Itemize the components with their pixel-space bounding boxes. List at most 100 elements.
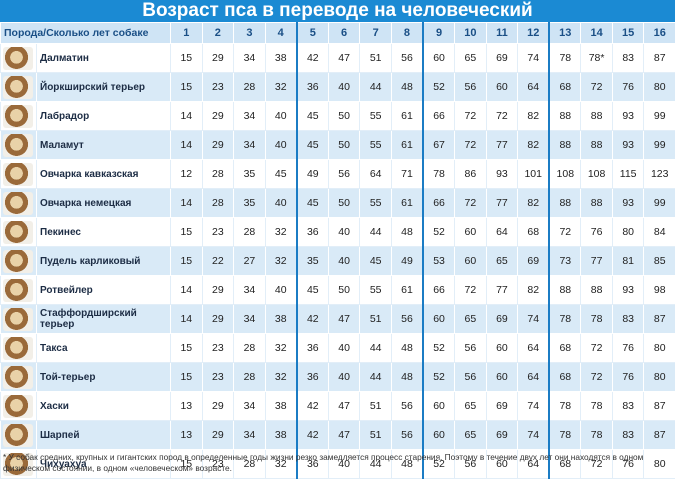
photo-cell — [0, 188, 37, 218]
photo-cell — [0, 101, 37, 131]
age-cell: 40 — [264, 188, 298, 218]
age-cell: 69 — [485, 420, 519, 450]
age-cell: 15 — [170, 43, 203, 73]
age-cell: 36 — [295, 362, 329, 392]
age-cell: 55 — [359, 101, 392, 131]
age-cell: 23 — [201, 217, 235, 247]
age-cell: 50 — [327, 101, 361, 131]
age-cell: 80 — [643, 362, 675, 392]
age-cell: 12 — [170, 159, 203, 189]
age-cell: 15 — [170, 333, 203, 363]
age-cell: 68 — [548, 362, 582, 392]
header-cell: 9 — [422, 22, 456, 44]
age-cell: 36 — [295, 72, 329, 102]
age-cell: 76 — [611, 362, 645, 392]
age-cell: 72 — [580, 333, 613, 363]
age-cell: 56 — [390, 420, 424, 450]
age-cell: 15 — [170, 449, 203, 479]
age-cell: 83 — [611, 391, 645, 421]
breed-name: Овчарка кавказская — [36, 159, 171, 189]
age-cell: 93 — [611, 188, 645, 218]
age-cell: 34 — [233, 304, 266, 334]
age-cell: 40 — [327, 333, 361, 363]
age-cell: 78 — [548, 420, 582, 450]
age-cell: 38 — [264, 43, 298, 73]
age-cell: 35 — [233, 188, 266, 218]
age-cell: 40 — [327, 246, 361, 276]
age-cell: 64 — [517, 362, 550, 392]
age-cell: 69 — [485, 304, 519, 334]
age-cell: 99 — [643, 101, 675, 131]
header-cell: Порода/Сколько лет собаке — [0, 22, 171, 44]
age-cell: 72 — [580, 362, 613, 392]
age-cell: 47 — [327, 391, 361, 421]
age-cell: 38 — [264, 391, 298, 421]
age-cell: 28 — [233, 72, 266, 102]
age-cell: 88 — [548, 275, 582, 305]
age-cell: 42 — [295, 391, 329, 421]
age-cell: 15 — [170, 72, 203, 102]
header-row: Порода/Сколько лет собаке 1 2 3 4 5 6 7 8 9 10 11 12… — [0, 22, 675, 44]
age-cell: 60 — [422, 420, 456, 450]
age-cell: 78 — [580, 391, 613, 421]
age-cell: 29 — [201, 43, 235, 73]
dog-photo — [3, 220, 33, 244]
age-cell: 72 — [454, 188, 487, 218]
age-cell: 64 — [485, 217, 519, 247]
age-cell: 14 — [170, 275, 203, 305]
photo-cell — [0, 391, 37, 421]
age-cell: 74 — [517, 43, 550, 73]
age-cell: 56 — [390, 304, 424, 334]
age-cell: 35 — [233, 159, 266, 189]
age-cell: 66 — [422, 275, 456, 305]
age-cell: 87 — [643, 43, 675, 73]
age-cell: 32 — [264, 246, 298, 276]
age-cell: 108 — [580, 159, 613, 189]
age-cell: 47 — [327, 43, 361, 73]
age-cell: 80 — [643, 72, 675, 102]
age-cell: 28 — [233, 362, 266, 392]
age-cell: 56 — [454, 72, 487, 102]
age-cell: 66 — [422, 188, 456, 218]
age-cell: 61 — [390, 275, 424, 305]
breed-row: Хаски 13 29 34 38 42 47 51 56 60 65 69 74 78 78 83 87 — [0, 391, 675, 421]
age-cell: 48 — [390, 362, 424, 392]
age-cell: 40 — [327, 449, 361, 479]
age-cell: 69 — [485, 391, 519, 421]
age-cell: 45 — [295, 130, 329, 160]
age-cell: 68 — [548, 333, 582, 363]
age-cell: 77 — [485, 275, 519, 305]
age-cell: 78* — [580, 43, 613, 73]
age-cell: 29 — [201, 130, 235, 160]
age-cell: 44 — [359, 333, 392, 363]
age-cell: 32 — [264, 72, 298, 102]
dog-photo — [3, 365, 33, 389]
age-cell: 15 — [170, 246, 203, 276]
age-cell: 45 — [295, 188, 329, 218]
age-cell: 69 — [517, 246, 550, 276]
photo-cell — [0, 275, 37, 305]
age-cell: 23 — [201, 333, 235, 363]
age-cell: 78 — [580, 420, 613, 450]
breed-row: Лабрадор 14 29 34 40 45 50 55 61 66 72 72 82 88 88 93 99 — [0, 101, 675, 131]
breed-row: Пекинес 15 23 28 32 36 40 44 48 52 60 64 68 72 76 80 84 — [0, 217, 675, 247]
breed-row: Овчарка немецкая 14 28 35 40 45 50 55 61 66 72 77 82… — [0, 188, 675, 218]
age-cell: 53 — [422, 246, 456, 276]
age-cell: 87 — [643, 420, 675, 450]
header-cell: 3 — [233, 22, 266, 44]
age-cell: 29 — [201, 304, 235, 334]
age-cell: 78 — [548, 304, 582, 334]
age-cell: 76 — [611, 449, 645, 479]
age-cell: 73 — [548, 246, 582, 276]
age-cell: 78 — [580, 304, 613, 334]
age-cell: 68 — [517, 217, 550, 247]
age-cell: 115 — [611, 159, 645, 189]
dog-photo — [3, 133, 33, 157]
dog-photo — [3, 336, 33, 360]
age-cell: 123 — [643, 159, 675, 189]
breed-row: Чихуахуа 15 23 28 32 36 40 44 48 52 56 60 64 68 72 76 80 — [0, 449, 675, 479]
breed-row: Овчарка кавказская 12 28 35 45 49 56 64 71 78 86 93… — [0, 159, 675, 189]
age-cell: 72 — [548, 217, 582, 247]
breed-name: Пекинес — [36, 217, 171, 247]
age-cell: 45 — [295, 101, 329, 131]
